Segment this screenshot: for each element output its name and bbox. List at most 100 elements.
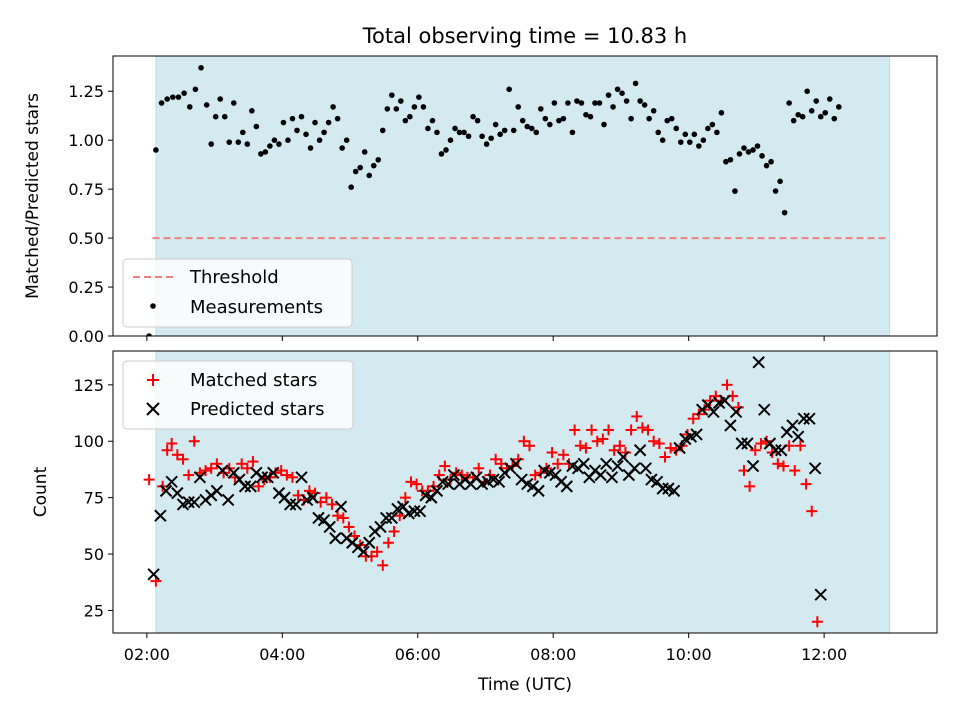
- measurement-point: [321, 129, 327, 136]
- matched-stars-point: [552, 458, 564, 470]
- measurement-point: [736, 151, 743, 157]
- measurement-point: [524, 123, 531, 130]
- predicted-stars-point: [284, 498, 297, 511]
- matched-stars-point: [377, 559, 389, 571]
- measurement-point: [732, 188, 738, 194]
- matched-stars-point: [546, 447, 558, 459]
- matched-stars-point: [388, 525, 400, 537]
- x-tick-label: 06:00: [395, 645, 441, 664]
- x-tick-label: 04:00: [259, 645, 305, 664]
- measurement-point: [298, 113, 305, 120]
- predicted-stars-point: [758, 403, 771, 416]
- predicted-stars-point: [752, 356, 765, 369]
- predicted-stars-point: [363, 536, 376, 549]
- measurement-point: [691, 131, 698, 138]
- measurement-point: [389, 92, 395, 98]
- predicted-stars-point: [724, 419, 737, 432]
- matched-stars-point: [326, 498, 338, 510]
- matched-stars-point: [665, 442, 677, 454]
- measurement-point: [605, 92, 612, 98]
- predicted-stars-point: [244, 480, 257, 493]
- measurement-point: [781, 209, 788, 216]
- matched-stars-point: [772, 458, 784, 470]
- measurement-point: [682, 131, 689, 138]
- measurement-point: [425, 125, 431, 132]
- predicted-stars-point: [374, 520, 387, 534]
- measurement-point: [709, 121, 716, 128]
- measurement-point: [497, 131, 503, 138]
- predicted-stars-point: [600, 457, 613, 471]
- measurement-point: [813, 98, 820, 104]
- predicted-stars-point: [628, 462, 641, 475]
- top-y-axis-label: Matched/Predicted stars: [23, 93, 43, 299]
- matched-stars-point: [557, 449, 569, 461]
- bottom-axes-frame: [112, 350, 938, 634]
- matched-stars-point: [580, 442, 592, 454]
- measurement-point: [560, 115, 567, 122]
- predicted-stars-point: [605, 471, 619, 484]
- y-tick-label: 0.50: [68, 229, 104, 248]
- measurement-point: [637, 98, 643, 104]
- y-tick-label: 100: [73, 432, 104, 451]
- predicted-stars-point: [673, 441, 686, 455]
- x-tick-label: 10:00: [666, 645, 712, 664]
- measurement-point: [348, 184, 354, 190]
- measurement-point: [316, 137, 323, 143]
- legend-threshold-label: Threshold: [189, 267, 279, 288]
- matched-stars-point: [659, 451, 671, 463]
- y-tick-label: 50: [84, 545, 104, 564]
- predicted-stars-point: [289, 498, 303, 511]
- matched-stars-point: [253, 480, 265, 492]
- predicted-stars-point: [442, 477, 455, 491]
- measurement-point: [556, 117, 562, 124]
- predicted-stars-point: [408, 504, 421, 518]
- matched-stars-point: [800, 478, 812, 490]
- measurement-point: [402, 117, 409, 124]
- matched-stars-point: [631, 410, 643, 422]
- matched-stars-point: [687, 413, 699, 425]
- predicted-stars-point: [334, 500, 348, 513]
- predicted-stars-point: [791, 430, 805, 443]
- measurement-point: [668, 115, 675, 122]
- measurement-point: [759, 153, 765, 159]
- measurement-point: [420, 104, 427, 110]
- matched-stars-point: [275, 465, 287, 477]
- matched-stars-point: [343, 521, 355, 533]
- measurement-point: [375, 156, 382, 163]
- predicted-stars-point: [735, 437, 748, 450]
- matched-stars-point: [143, 474, 155, 486]
- measurement-point: [393, 106, 400, 112]
- measurement-point: [619, 90, 625, 97]
- measurement-point: [452, 125, 458, 132]
- measurement-point: [673, 125, 680, 132]
- measurement-point: [289, 115, 296, 122]
- measurement-point: [727, 156, 734, 163]
- predicted-stars-point: [594, 468, 607, 482]
- measurement-point: [461, 129, 467, 136]
- measurement-point: [465, 133, 472, 140]
- predicted-stars-point: [357, 545, 370, 558]
- measurement-point: [379, 127, 386, 134]
- matched-stars-point: [755, 437, 767, 449]
- legend-matched-label: Matched stars: [190, 370, 317, 391]
- measurement-point: [700, 137, 707, 143]
- measurement-point: [208, 141, 215, 147]
- measurement-point: [153, 147, 159, 153]
- matched-stars-point: [721, 379, 733, 391]
- measurement-point: [198, 64, 204, 71]
- measurement-point: [370, 162, 377, 169]
- measurement-point: [146, 333, 152, 336]
- measurement-point: [411, 104, 418, 110]
- measurement-point: [384, 106, 391, 112]
- matched-stars-point: [636, 422, 648, 434]
- measurement-point: [339, 145, 345, 151]
- measurement-point: [533, 129, 540, 136]
- predicted-stars-point: [154, 509, 167, 522]
- predicted-stars-point: [803, 412, 816, 425]
- bottom-legend-box: [122, 360, 354, 430]
- matched-stars-point: [811, 616, 823, 628]
- measurement-point: [158, 100, 165, 106]
- predicted-stars-point: [171, 486, 184, 500]
- measurement-point: [456, 129, 463, 136]
- x-tick-label: 02:00: [124, 645, 170, 664]
